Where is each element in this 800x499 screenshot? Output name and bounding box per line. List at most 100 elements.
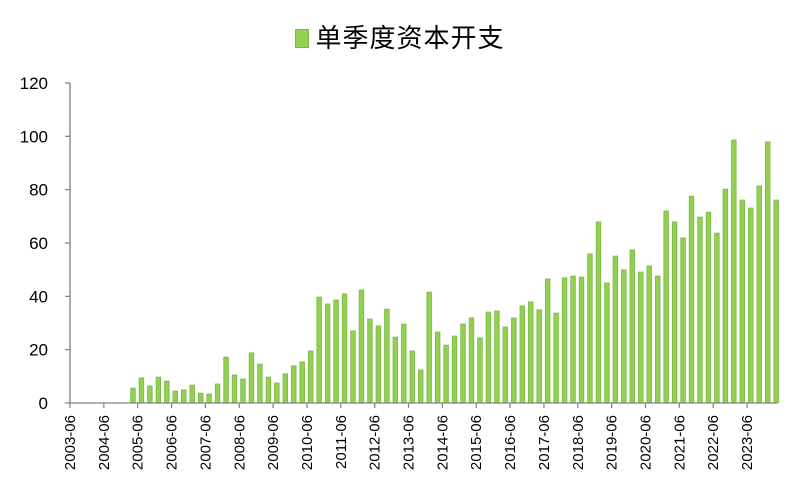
bar: [197, 392, 204, 404]
bar: [223, 356, 229, 404]
bar: [434, 331, 441, 404]
x-tick-label: 2006-06: [164, 415, 181, 470]
bar: [739, 199, 746, 404]
bar: [612, 255, 619, 404]
bar: [189, 384, 195, 404]
bar: [714, 232, 720, 404]
bar: [722, 188, 729, 404]
bar: [240, 378, 246, 404]
bar-series: [130, 139, 779, 404]
bar: [460, 323, 466, 404]
bar: [502, 326, 509, 404]
bar: [257, 363, 263, 404]
bar: [773, 199, 779, 404]
bar: [578, 276, 585, 404]
bar: [629, 249, 635, 404]
y-tick-label: 20: [29, 341, 48, 360]
bar: [350, 330, 356, 404]
bar: [384, 308, 390, 404]
bar: [663, 210, 669, 404]
legend-label: 单季度资本开支: [315, 24, 505, 54]
bar: [688, 195, 695, 404]
bar: [324, 303, 331, 404]
bar: [519, 305, 525, 404]
bar: [561, 277, 568, 404]
legend-swatch-icon: [295, 29, 310, 48]
x-tick-label: 2005-06: [130, 415, 147, 470]
bar: [646, 265, 652, 404]
bar: [214, 383, 221, 404]
bar: [511, 317, 517, 404]
bar: [358, 289, 365, 404]
y-axis: 0 20 40 60 80 100 120: [20, 74, 71, 413]
bar: [401, 323, 407, 404]
bar: [451, 335, 458, 404]
bar: [274, 382, 280, 404]
bar: [248, 352, 255, 404]
x-tick-label: 2022-06: [705, 415, 722, 470]
x-tick-label: 2004-06: [96, 415, 113, 470]
bar: [756, 185, 762, 404]
bar: [604, 282, 610, 404]
bar: [130, 387, 136, 404]
x-tick-label: 2011-06: [333, 415, 350, 469]
x-tick-label: 2009-06: [265, 415, 282, 470]
y-tick-label: 100: [20, 127, 48, 146]
bar: [341, 293, 348, 404]
x-tick-label: 2010-06: [299, 415, 316, 470]
x-tick-label: 2014-06: [434, 415, 451, 470]
bar: [291, 365, 297, 404]
bar: [426, 291, 432, 404]
x-tick-label: 2023-06: [739, 415, 756, 470]
bar: [536, 309, 542, 404]
bar: [299, 361, 305, 404]
bar: [468, 317, 475, 404]
bar: [443, 344, 449, 404]
bar: [477, 337, 483, 404]
x-tick-label: 2015-06: [468, 415, 485, 470]
bar: [621, 269, 627, 404]
bar: [485, 311, 492, 404]
bar: [731, 139, 737, 404]
x-tick-label: 2021-06: [671, 415, 688, 470]
x-axis: 2003-06 2004-06 2005-06 2006-06 2007-06 2008-…: [62, 402, 777, 470]
bar: [206, 393, 212, 404]
x-tick-label: 2007-06: [197, 415, 214, 470]
x-tick-label: 2019-06: [604, 415, 621, 470]
bar: [570, 275, 576, 404]
bar: [409, 350, 415, 404]
chart-legend: 单季度资本开支: [0, 18, 800, 55]
bar: [138, 377, 145, 404]
bar: [164, 380, 170, 404]
bar: [553, 312, 559, 404]
bar: [147, 385, 153, 404]
bar: [172, 390, 178, 404]
bar: [638, 271, 644, 404]
bar: [697, 216, 703, 404]
bar: [282, 373, 289, 404]
bar: [654, 275, 661, 404]
y-tick-label: 80: [29, 181, 48, 200]
bar: [316, 296, 322, 404]
bar: [587, 253, 593, 404]
bar: [748, 207, 754, 404]
bar: [231, 374, 238, 404]
bar: [544, 278, 551, 404]
bar: [528, 301, 534, 404]
y-tick-label: 0: [39, 394, 48, 413]
x-tick-label: 2013-06: [401, 415, 418, 470]
x-tick-label: 2012-06: [367, 415, 384, 470]
bar: [155, 376, 162, 404]
bar: [307, 350, 314, 404]
bar: [418, 369, 424, 404]
bar: [671, 221, 678, 404]
x-tick-label: 2016-06: [502, 415, 519, 470]
x-tick-label: 2017-06: [536, 415, 553, 470]
x-tick-label: 2020-06: [637, 415, 654, 470]
x-tick-label: 2008-06: [231, 415, 248, 470]
bar: [375, 325, 382, 404]
x-tick-label: 2003-06: [62, 415, 79, 470]
x-tick-label: 2018-06: [570, 415, 587, 470]
bar: [181, 389, 187, 404]
